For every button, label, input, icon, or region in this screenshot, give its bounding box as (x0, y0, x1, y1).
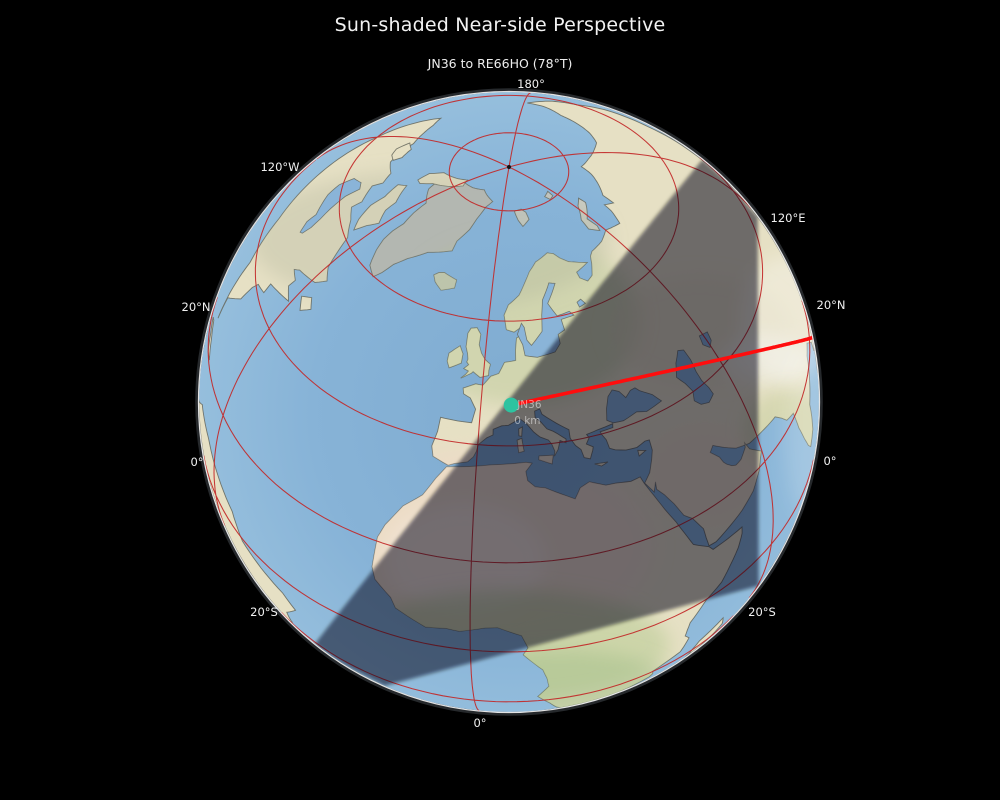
marker-distance-label: 0 km (514, 415, 540, 427)
graticule-label: 0° (473, 716, 486, 730)
graticule-label: 20°S (250, 605, 278, 619)
lake (576, 298, 587, 308)
coastline (299, 295, 313, 311)
graticule-label: 20°N (182, 300, 211, 314)
north-pole-dot (507, 165, 511, 169)
graticule-label: 20°N (817, 298, 846, 312)
lake (516, 282, 575, 358)
graticule-label: 20°S (748, 605, 776, 619)
marker-dot (503, 397, 519, 413)
graticule-label: 180° (517, 77, 545, 91)
atmosphere-glow (195, 88, 823, 716)
coastline (391, 142, 412, 161)
route-line (509, 335, 814, 407)
limb-outline (197, 90, 821, 714)
graticule-label: 0° (823, 454, 836, 468)
figure-title: Sun-shaded Near-side Perspective (334, 14, 666, 36)
figure-subtitle: JN36 to RE66HO (78°T) (427, 56, 573, 71)
lake (299, 178, 362, 234)
graticule-label: 0° (190, 455, 203, 469)
graticule-label: 120°E (771, 211, 806, 225)
graticule-label: 120°W (260, 160, 299, 174)
night-shading (315, 159, 759, 686)
marker-label: JN36 (516, 399, 542, 411)
